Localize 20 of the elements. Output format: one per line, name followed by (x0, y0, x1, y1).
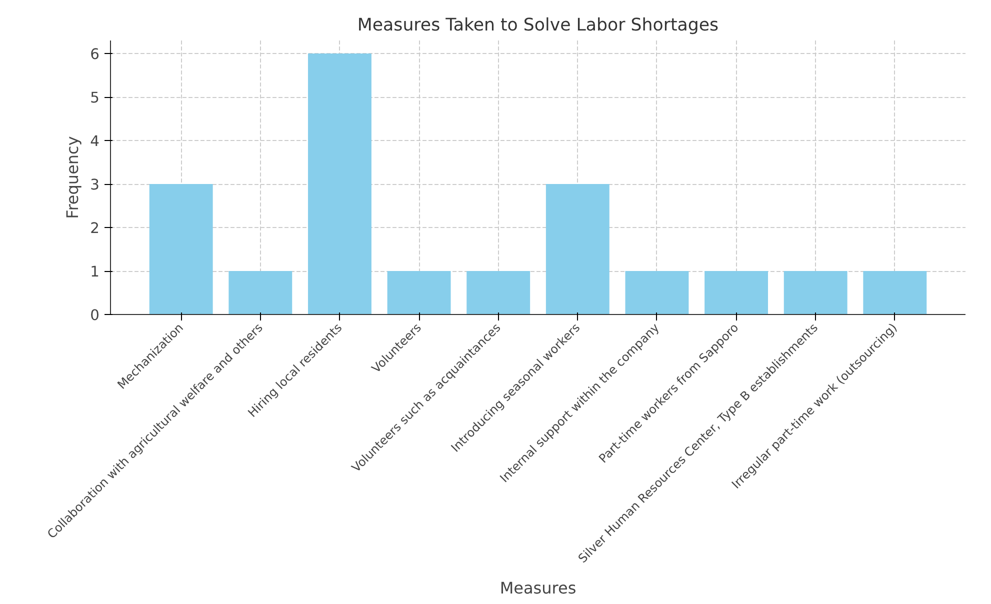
y-tick-label: 1 (90, 264, 100, 281)
y-tick-label: 2 (90, 220, 100, 238)
bar (387, 271, 451, 314)
chart-title: Measures Taken to Solve Labor Shortages (357, 16, 719, 36)
y-tick-label: 6 (90, 46, 100, 64)
bar (625, 271, 689, 314)
bar (228, 271, 292, 314)
y-tick-label: 5 (90, 90, 100, 107)
bar (784, 271, 848, 314)
bar (149, 184, 213, 314)
x-axis-title: Measures (500, 578, 576, 598)
bar (704, 271, 768, 314)
bar (308, 54, 372, 314)
bar (466, 271, 530, 314)
bar (546, 184, 610, 314)
y-axis-title: Frequency (63, 136, 82, 219)
y-tick-label: 4 (90, 133, 100, 150)
y-tick-label: 3 (90, 176, 100, 194)
bar (863, 271, 927, 314)
y-tick-label: 0 (90, 307, 100, 324)
